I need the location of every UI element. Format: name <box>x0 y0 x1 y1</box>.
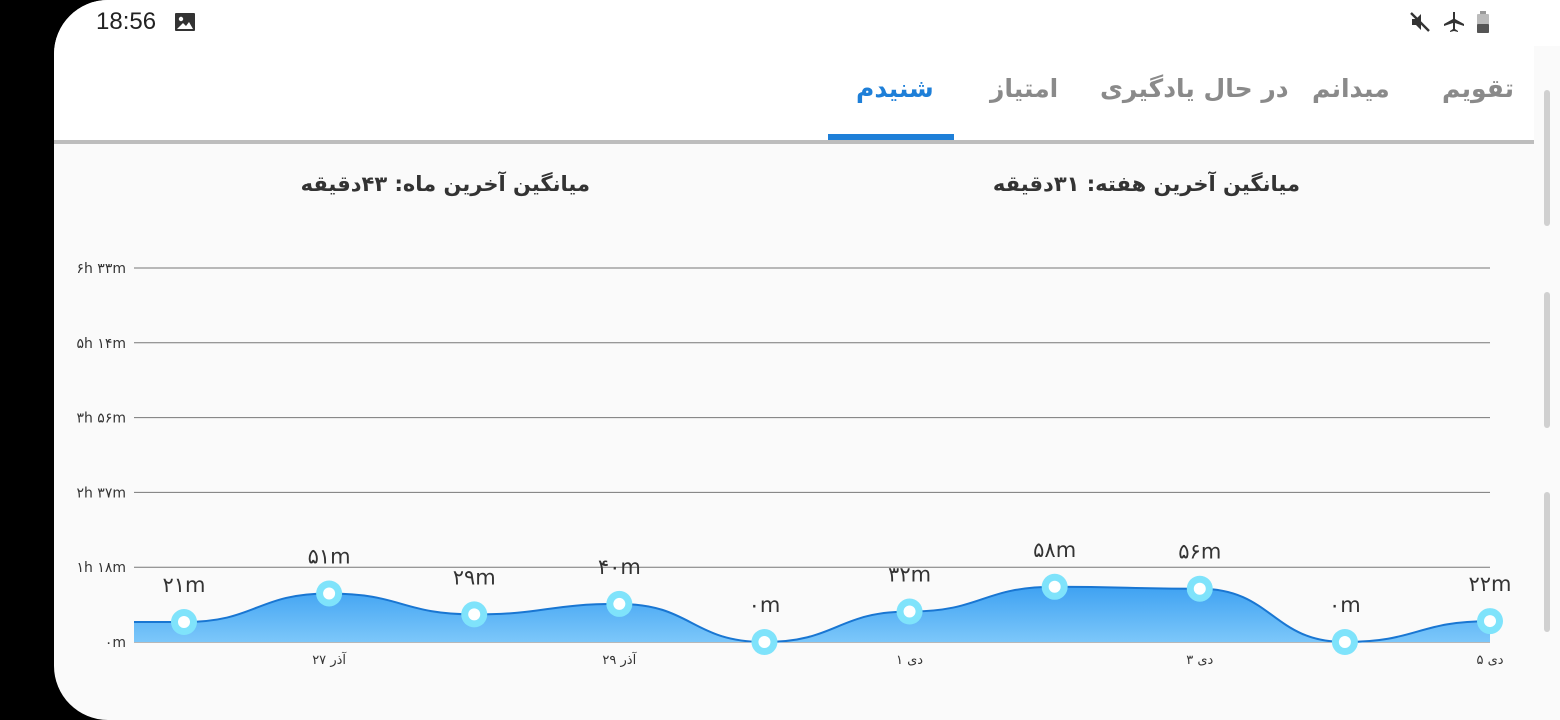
data-point-center <box>1193 582 1206 595</box>
data-point-center <box>1338 636 1351 648</box>
chart-y-axis: ۰m ۱h ۱۸m ۲h ۳۷m ۳h ۵۶m ۵h ۱۴m ۶h ۳۳m <box>76 261 126 651</box>
tab-active-indicator <box>828 134 954 140</box>
x-tick-label: ۲۷ آذر <box>312 651 347 668</box>
tab-bar: تقویم میدانم در حال یادگیری امتیاز شنیدم <box>54 46 1534 140</box>
x-tick-label: ۵ دی <box>1476 653 1503 668</box>
app-screen: 18:56 <box>54 0 1560 720</box>
data-point-center <box>903 605 916 618</box>
data-value-label: ۲۹m <box>453 565 496 589</box>
data-point-center <box>613 597 626 610</box>
y-tick-label: ۵h ۱۴m <box>76 336 126 352</box>
data-value-label: ۰m <box>1329 593 1361 617</box>
status-bar: 18:56 <box>54 0 1560 46</box>
y-tick-label: ۳h ۵۶m <box>76 411 126 427</box>
tab-learning[interactable]: در حال یادگیری <box>1100 74 1289 103</box>
scrollbar-segment-bottom[interactable] <box>1544 492 1550 632</box>
data-value-label: ۳۲m <box>888 563 931 587</box>
data-point-center <box>1048 580 1061 593</box>
tab-calendar[interactable]: تقویم <box>1442 74 1515 103</box>
data-point-center <box>323 587 336 600</box>
week-average: میانگین آخرین هفته: ۳۱دقیقه <box>992 172 1300 196</box>
y-tick-label: ۶h ۳۳m <box>76 261 126 277</box>
airplane-mode-icon <box>1442 10 1466 38</box>
y-tick-label: ۲h ۳۷m <box>76 485 126 501</box>
chart-x-axis: ۲۷ آذر ۲۹ آذر ۱ دی ۳ دی ۵ دی <box>312 651 1504 668</box>
tab-bar-divider <box>54 140 1534 144</box>
data-value-label: ۲۲m <box>1468 572 1511 596</box>
gallery-icon <box>174 12 196 36</box>
chart-markers <box>171 573 1503 655</box>
month-average: میانگین آخرین ماه: ۴۳دقیقه <box>300 172 590 196</box>
x-tick-label: ۱ دی <box>896 653 923 668</box>
status-clock: 18:56 <box>96 8 157 35</box>
data-point-center <box>758 636 771 648</box>
data-value-label: ۰m <box>749 593 781 617</box>
data-point-center <box>468 608 481 621</box>
tab-known[interactable]: میدانم <box>1312 74 1390 103</box>
scrollbar-segment-top[interactable] <box>1544 90 1550 226</box>
x-tick-label: ۳ دی <box>1186 653 1213 668</box>
data-value-label: ۴۰m <box>598 555 641 579</box>
mute-icon <box>1408 10 1432 38</box>
data-point-center <box>1484 615 1496 628</box>
scrollbar-segment-middle[interactable] <box>1544 292 1550 428</box>
y-tick-label: ۱h ۱۸m <box>76 560 126 576</box>
tab-score[interactable]: امتیاز <box>990 74 1059 103</box>
y-tick-label: ۰m <box>105 635 126 651</box>
chart-area <box>134 586 1490 642</box>
data-value-label: ۵۱m <box>308 544 351 568</box>
chart-value-labels: ۲۱m ۵۱m ۲۹m ۴۰m ۰m ۳۲m ۵۸m ۵۶m ۰m ۲۲m <box>162 538 1511 617</box>
status-icons <box>1408 10 1490 38</box>
battery-icon <box>1476 10 1490 38</box>
data-value-label: ۲۱m <box>162 573 205 597</box>
data-value-label: ۵۶m <box>1178 540 1221 564</box>
data-point-center <box>178 616 190 629</box>
data-value-label: ۵۸m <box>1033 538 1076 562</box>
x-tick-label: ۲۹ آذر <box>602 651 637 668</box>
tab-heard[interactable]: شنیدم <box>856 74 934 103</box>
